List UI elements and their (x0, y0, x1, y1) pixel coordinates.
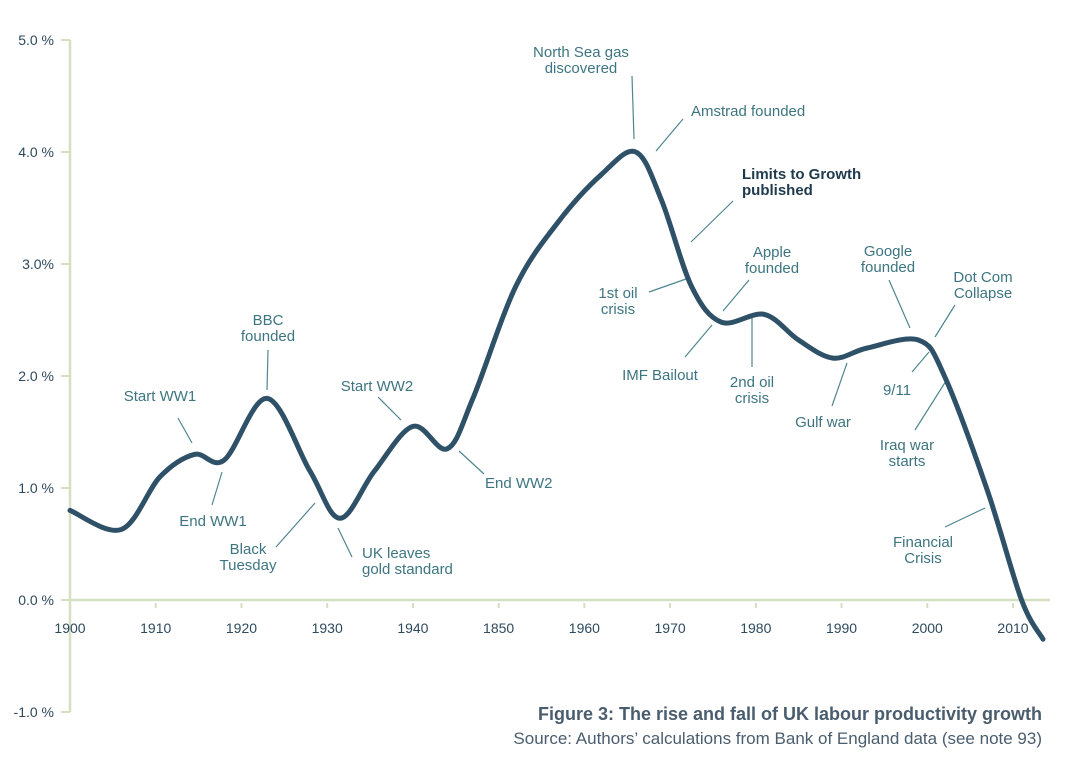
annotation-north-sea-gas: North Sea gas discovered (533, 44, 629, 77)
figure-title: Figure 3: The rise and fall of UK labour… (537, 704, 1042, 724)
annotation-line: published (742, 182, 813, 199)
x-tick-label: 1930 (312, 620, 343, 636)
x-tick-label: 2010 (997, 620, 1028, 636)
annotation-line: 9/11 (883, 382, 911, 399)
annotation-leader-start-ww2 (377, 396, 402, 421)
x-tick-label: 1920 (226, 620, 257, 636)
annotation-leader-uk-leaves-gold (337, 527, 353, 558)
annotation-end-ww2: End WW2 (485, 475, 553, 492)
annotation-leader-financial-crisis (944, 507, 986, 528)
annotation-line: Iraq war (880, 437, 934, 454)
annotation-line: BBC (253, 312, 284, 329)
annotation-nine-eleven: 9/11 (883, 382, 911, 399)
x-tick-label: 1910 (140, 620, 171, 636)
x-tick-label: 2000 (912, 620, 943, 636)
annotation-line: Gulf war (795, 414, 851, 431)
annotation-leader-iraq-war (914, 380, 947, 431)
annotation-apple-founded: Apple founded (745, 244, 799, 277)
annotation-leader-bbc-founded (266, 349, 269, 391)
annotation-line: UK leaves (362, 545, 430, 562)
annotation-leader-black-tuesday (275, 502, 316, 548)
x-tick-label: 1990 (826, 620, 857, 636)
annotation-leader-amstrad-founded (655, 118, 684, 152)
annotation-line: starts (889, 453, 926, 470)
x-tick-label: 1960 (569, 620, 600, 636)
annotation-line: crisis (601, 301, 635, 318)
annotation-line: North Sea gas (533, 44, 629, 61)
annotation-line: founded (745, 260, 799, 277)
annotation-dot-com-collapse: Dot Com Collapse (953, 269, 1012, 302)
annotation-line: 1st oil (598, 285, 637, 302)
annotation-line: discovered (545, 60, 618, 77)
annotation-leaders (177, 75, 986, 558)
annotation-iraq-war: Iraq war starts (880, 437, 934, 470)
annotation-leader-nine-eleven (911, 351, 930, 373)
annotation-limits-to-growth: Limits to Growth published (742, 166, 861, 199)
annotation-line: Tuesday (220, 557, 277, 574)
y-ticks: 5.0 % 4.0 % 3.0% 2.0 % 1.0 % 0.0 % -1.0 % (14, 32, 70, 720)
annotation-leader-gulf-war (831, 362, 848, 407)
y-tick-label: 3.0% (22, 256, 54, 272)
annotation-end-ww1: End WW1 (179, 513, 247, 530)
annotation-leader-limits-to-growth (690, 200, 734, 243)
x-tick-label: 1940 (397, 620, 428, 636)
annotation-line: IMF Bailout (622, 367, 699, 384)
y-tick-label: 5.0 % (18, 32, 54, 48)
annotation-line: Black (230, 541, 267, 558)
y-tick-label: 2.0 % (18, 368, 54, 384)
annotation-line: Start WW1 (124, 388, 197, 405)
annotation-leader-dot-com-collapse (934, 304, 956, 338)
figure-source: Source: Authors’ calculations from Bank … (513, 729, 1042, 748)
annotation-line: founded (241, 328, 295, 345)
annotation-start-ww2: Start WW2 (341, 378, 414, 395)
annotation-black-tuesday: Black Tuesday (220, 541, 277, 574)
annotation-line: Google (864, 243, 912, 260)
annotation-imf-bailout: IMF Bailout (622, 367, 699, 384)
annotation-uk-leaves-gold: UK leaves gold standard (362, 545, 453, 578)
y-tick-label: -1.0 % (14, 704, 54, 720)
annotation-start-ww1: Start WW1 (124, 388, 197, 405)
annotation-line: 2nd oil (730, 374, 774, 391)
axes (68, 40, 1050, 712)
annotation-google-founded: Google founded (861, 243, 915, 276)
annotation-leader-first-oil-crisis (648, 278, 687, 293)
annotation-line: End WW1 (179, 513, 247, 530)
annotation-line: Apple (753, 244, 791, 261)
annotation-leader-end-ww2 (458, 450, 485, 475)
annotation-second-oil-crisis: 2nd oil crisis (730, 374, 774, 407)
x-tick-label: 1850 (483, 620, 514, 636)
annotation-line: Limits to Growth (742, 166, 861, 183)
annotation-line: Amstrad founded (691, 103, 805, 120)
annotation-leader-google-founded (888, 279, 911, 329)
annotation-first-oil-crisis: 1st oil crisis (598, 285, 637, 318)
x-ticks: 1900 1910 1920 1930 1940 1850 1960 1970 1980 1990… (54, 603, 1029, 636)
annotation-financial-crisis: Financial Crisis (893, 534, 953, 567)
annotation-line: founded (861, 259, 915, 276)
annotation-gulf-war: Gulf war (795, 414, 851, 431)
y-tick-label: 4.0 % (18, 144, 54, 160)
annotation-line: gold standard (362, 561, 453, 578)
annotation-bbc-founded: BBC founded (241, 312, 295, 345)
y-tick-label: 1.0 % (18, 480, 54, 496)
annotation-leader-north-sea-gas (631, 75, 635, 140)
x-tick-label: 1980 (740, 620, 771, 636)
x-tick-label: 1900 (54, 620, 85, 636)
y-tick-label: 0.0 % (18, 592, 54, 608)
annotation-leader-imf-bailout (684, 324, 713, 358)
annotation-line: End WW2 (485, 475, 553, 492)
annotation-leader-end-ww1 (211, 471, 223, 506)
annotation-line: Start WW2 (341, 378, 414, 395)
annotation-line: Financial (893, 534, 953, 551)
annotation-leader-apple-founded (722, 279, 750, 312)
annotation-line: Collapse (954, 285, 1012, 302)
annotation-line: Dot Com (953, 269, 1012, 286)
annotation-line: crisis (735, 390, 769, 407)
annotation-leader-start-ww1 (177, 417, 193, 444)
x-tick-label: 1970 (655, 620, 686, 636)
annotation-line: Crisis (904, 550, 942, 567)
annotation-amstrad-founded: Amstrad founded (691, 103, 805, 120)
productivity-growth-line (67, 148, 1046, 642)
